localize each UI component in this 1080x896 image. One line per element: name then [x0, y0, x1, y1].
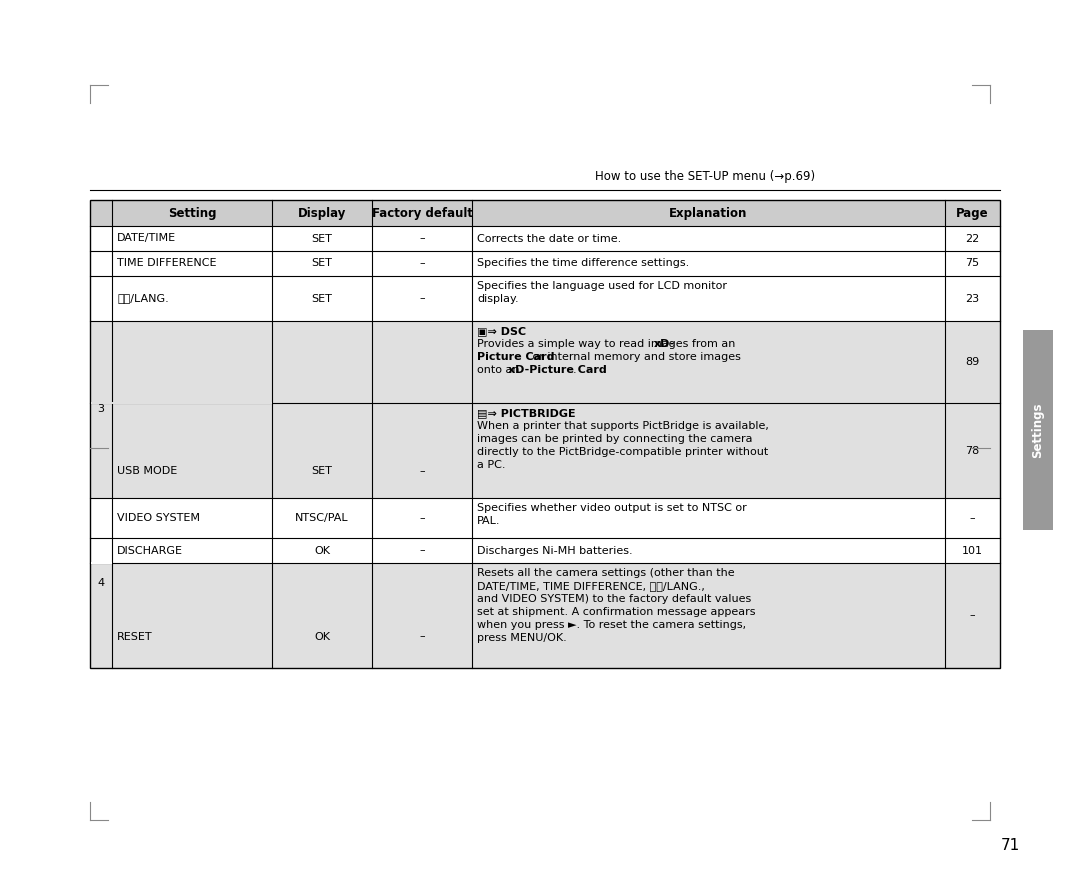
- Bar: [90, 403, 1000, 498]
- Text: SET: SET: [311, 259, 333, 269]
- Text: Corrects the date or time.: Corrects the date or time.: [477, 234, 621, 244]
- Text: OK: OK: [314, 546, 330, 556]
- Bar: [90, 498, 1000, 538]
- Text: TIME DIFFERENCE: TIME DIFFERENCE: [117, 259, 216, 269]
- Text: directly to the PictBridge-compatible printer without: directly to the PictBridge-compatible pr…: [477, 447, 768, 457]
- Bar: [90, 538, 1000, 563]
- Text: Page: Page: [956, 206, 989, 220]
- Text: Explanation: Explanation: [670, 206, 747, 220]
- Bar: [1023, 330, 1053, 530]
- Text: Specifies the language used for LCD monitor: Specifies the language used for LCD moni…: [477, 281, 727, 291]
- Text: 23: 23: [966, 294, 980, 304]
- Text: –: –: [419, 234, 424, 244]
- Bar: [90, 251, 1000, 276]
- Text: –: –: [419, 294, 424, 304]
- Text: When a printer that supports PictBridge is available,: When a printer that supports PictBridge …: [477, 421, 769, 431]
- Text: .: .: [573, 365, 577, 375]
- Text: 101: 101: [962, 546, 983, 556]
- Text: Provides a simple way to read images from an: Provides a simple way to read images fro…: [477, 339, 739, 349]
- Text: xD-: xD-: [653, 339, 675, 349]
- Text: 78: 78: [966, 445, 980, 455]
- Text: Setting: Setting: [167, 206, 216, 220]
- Text: 71: 71: [1000, 838, 1020, 852]
- Text: PAL.: PAL.: [477, 516, 500, 526]
- Text: xD-Picture Card: xD-Picture Card: [509, 365, 607, 375]
- Text: –: –: [419, 513, 424, 523]
- Text: onto an: onto an: [477, 365, 523, 375]
- Text: 4: 4: [97, 578, 105, 588]
- Text: ▤⇒ PICTBRIDGE: ▤⇒ PICTBRIDGE: [477, 408, 576, 418]
- Text: Resets all the camera settings (other than the: Resets all the camera settings (other th…: [477, 568, 734, 578]
- Text: 言語/LANG.: 言語/LANG.: [117, 294, 168, 304]
- Text: Specifies whether video output is set to NTSC or: Specifies whether video output is set to…: [477, 503, 746, 513]
- Text: 75: 75: [966, 259, 980, 269]
- Text: DATE/TIME, TIME DIFFERENCE, 言語/LANG.,: DATE/TIME, TIME DIFFERENCE, 言語/LANG.,: [477, 581, 705, 591]
- Text: or internal memory and store images: or internal memory and store images: [529, 352, 741, 362]
- Text: NTSC/PAL: NTSC/PAL: [295, 513, 349, 523]
- Text: VIDEO SYSTEM: VIDEO SYSTEM: [117, 513, 200, 523]
- Text: Specifies the time difference settings.: Specifies the time difference settings.: [477, 259, 689, 269]
- Text: and VIDEO SYSTEM) to the factory default values: and VIDEO SYSTEM) to the factory default…: [477, 594, 752, 604]
- Text: a PC.: a PC.: [477, 460, 505, 470]
- Text: –: –: [419, 546, 424, 556]
- Bar: [90, 276, 1000, 321]
- Text: when you press ►. To reset the camera settings,: when you press ►. To reset the camera se…: [477, 620, 746, 630]
- Text: SET: SET: [311, 467, 333, 477]
- Text: 89: 89: [966, 357, 980, 367]
- Text: Display: Display: [298, 206, 347, 220]
- Bar: [90, 200, 1000, 668]
- Bar: [91, 562, 111, 564]
- Text: Picture Card: Picture Card: [477, 352, 554, 362]
- Text: RESET: RESET: [117, 632, 152, 642]
- Text: DATE/TIME: DATE/TIME: [117, 234, 176, 244]
- Bar: [90, 321, 1000, 403]
- Text: USB MODE: USB MODE: [117, 467, 177, 477]
- Text: –: –: [970, 610, 975, 621]
- Text: –: –: [419, 467, 424, 477]
- Text: OK: OK: [314, 632, 330, 642]
- Text: press MENU/OK.: press MENU/OK.: [477, 633, 567, 643]
- Text: SET: SET: [311, 234, 333, 244]
- Text: set at shipment. A confirmation message appears: set at shipment. A confirmation message …: [477, 607, 756, 617]
- Text: Discharges Ni-MH batteries.: Discharges Ni-MH batteries.: [477, 546, 633, 556]
- Text: 22: 22: [966, 234, 980, 244]
- Text: display.: display.: [477, 294, 518, 304]
- Bar: [90, 226, 1000, 251]
- Text: –: –: [970, 513, 975, 523]
- Text: images can be printed by connecting the camera: images can be printed by connecting the …: [477, 434, 753, 444]
- Text: –: –: [419, 259, 424, 269]
- Text: ▣⇒ DSC: ▣⇒ DSC: [477, 326, 526, 336]
- Text: SET: SET: [311, 294, 333, 304]
- Text: DISCHARGE: DISCHARGE: [117, 546, 183, 556]
- Text: 3: 3: [97, 404, 105, 415]
- Text: How to use the SET-UP menu (→p.69): How to use the SET-UP menu (→p.69): [595, 170, 815, 183]
- Text: Factory default: Factory default: [372, 206, 473, 220]
- Bar: [90, 563, 1000, 668]
- Text: –: –: [419, 632, 424, 642]
- Bar: [91, 402, 271, 404]
- Bar: [90, 200, 1000, 226]
- Text: Settings: Settings: [1031, 402, 1044, 458]
